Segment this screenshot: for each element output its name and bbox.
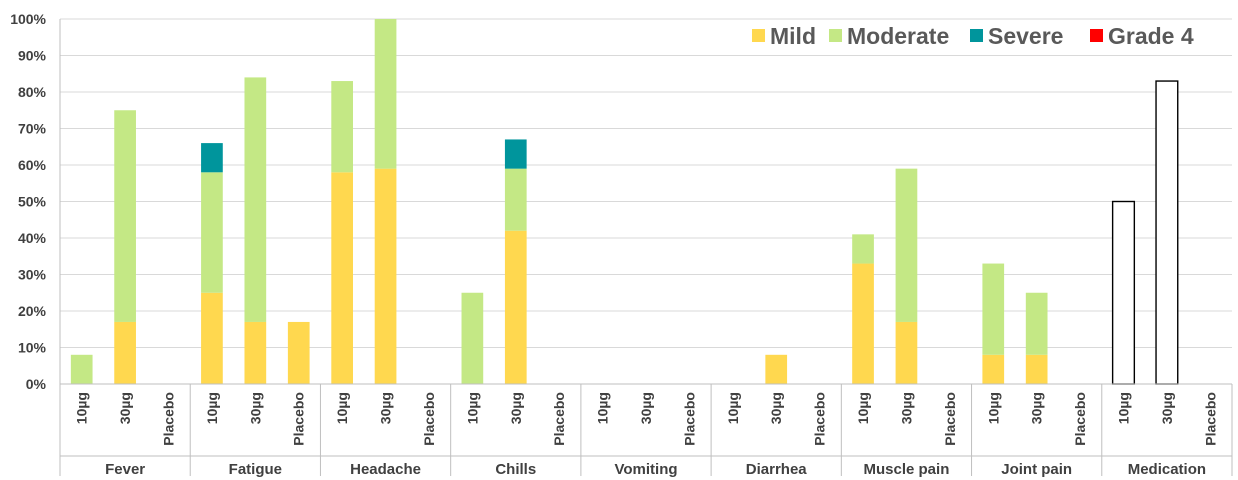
gridlines <box>60 18 1232 348</box>
x-tick-label: Placebo <box>681 392 697 446</box>
legend-swatch <box>829 29 842 42</box>
x-tick-label: Placebo <box>942 392 958 446</box>
group-label: Fatigue <box>229 461 282 478</box>
group-label: Diarrhea <box>746 461 808 478</box>
x-tick-label: 30µg <box>898 392 914 424</box>
y-tick-label: 40% <box>18 230 47 246</box>
group-label: Vomiting <box>614 461 677 478</box>
bar-severe <box>201 143 223 173</box>
x-tick-label: 10µg <box>1115 392 1131 424</box>
x-tick-label: 30µg <box>247 392 263 424</box>
bar-mild <box>244 321 267 384</box>
bar-moderate <box>201 172 223 293</box>
legend-label: Grade 4 <box>1108 23 1194 49</box>
y-tick-label: 60% <box>18 157 47 173</box>
group-label: Chills <box>495 461 536 478</box>
x-tick-label: Placebo <box>1072 392 1088 446</box>
bar-moderate <box>1025 292 1048 355</box>
group-label: Headache <box>350 461 421 478</box>
legend-swatch <box>970 29 983 42</box>
bar-mild <box>287 321 310 384</box>
bar-medication <box>1155 80 1179 385</box>
group-labels: Fever Fatigue Headache Chills Vomiting Diarrh… <box>105 461 1206 478</box>
legend-swatch <box>1090 29 1103 42</box>
y-tick-label: 30% <box>18 267 47 283</box>
bar-moderate <box>244 77 267 322</box>
bar-moderate <box>70 354 93 384</box>
x-tick-label: 10µg <box>985 392 1001 424</box>
x-tick-label: 10µg <box>855 392 871 424</box>
group-label: Joint pain <box>1001 461 1072 478</box>
group-label: Muscle pain <box>864 461 950 478</box>
x-tick-label: 30µg <box>508 392 524 424</box>
y-tick-label: 100% <box>10 11 46 27</box>
y-tick-label: 80% <box>18 84 47 100</box>
bar-moderate <box>331 81 353 173</box>
x-tick-label: 10µg <box>464 392 480 424</box>
bar-moderate <box>852 234 874 264</box>
bar-mild <box>895 321 918 384</box>
legend-swatch <box>752 29 765 42</box>
x-tick-label: 30µg <box>117 392 133 424</box>
x-tick-label: 10µg <box>204 392 220 424</box>
bar-mild <box>504 230 527 384</box>
bar-moderate <box>114 110 136 322</box>
y-tick-label: 20% <box>18 303 47 319</box>
x-tick-label: Placebo <box>551 392 567 446</box>
y-tick-label: 50% <box>18 194 47 210</box>
y-tick-label: 70% <box>18 121 47 137</box>
bar-mild <box>765 354 788 384</box>
group-label: Fever <box>105 461 145 478</box>
x-tick-label: 10µg <box>334 392 350 424</box>
bar-moderate <box>982 263 1005 355</box>
axes <box>59 19 1233 476</box>
bar-mild <box>982 354 1005 384</box>
legend: Mild Moderate Severe Grade 4 <box>752 23 1194 49</box>
bar-mild <box>114 321 136 384</box>
x-tick-label: Placebo <box>421 392 437 446</box>
x-axis-tick-labels: 10µg 30µg Placebo 10µg 30µg Placebo 10µg 30µg Pl… <box>74 392 1219 446</box>
x-tick-label: 30µg <box>768 392 784 424</box>
x-tick-label: 30µg <box>378 392 394 424</box>
bar-mild <box>201 292 223 384</box>
group-label: Medication <box>1128 461 1206 478</box>
x-tick-label: 10µg <box>74 392 90 424</box>
bar-moderate <box>461 292 484 384</box>
y-tick-label: 10% <box>18 340 47 356</box>
bar-medication <box>1111 200 1136 385</box>
x-tick-label: 10µg <box>595 392 611 424</box>
x-tick-label: Placebo <box>291 392 307 446</box>
x-tick-label: Placebo <box>812 392 828 446</box>
bars <box>70 19 1179 385</box>
legend-label: Severe <box>988 23 1063 49</box>
bar-severe <box>504 139 527 169</box>
y-axis-tick-labels: 0% 10% 20% 30% 40% 50% 60% 70% 80% 90% 100% <box>10 11 46 392</box>
bar-mild <box>1025 354 1048 384</box>
bar-moderate <box>504 168 527 231</box>
x-tick-label: 30µg <box>638 392 654 424</box>
bar-moderate <box>895 168 918 322</box>
x-tick-label: Placebo <box>1202 392 1218 446</box>
x-tick-label: Placebo <box>161 392 177 446</box>
bar-mild <box>852 263 874 384</box>
y-tick-label: 90% <box>18 48 47 64</box>
legend-label: Mild <box>770 23 816 49</box>
legend-label: Moderate <box>847 23 949 49</box>
bar-moderate <box>374 19 397 169</box>
bar-mild <box>374 168 397 384</box>
bar-mild <box>331 172 353 384</box>
x-tick-label: 30µg <box>1159 392 1175 424</box>
y-tick-label: 0% <box>26 376 47 392</box>
x-tick-label: 30µg <box>1029 392 1045 424</box>
x-tick-label: 10µg <box>725 392 741 424</box>
